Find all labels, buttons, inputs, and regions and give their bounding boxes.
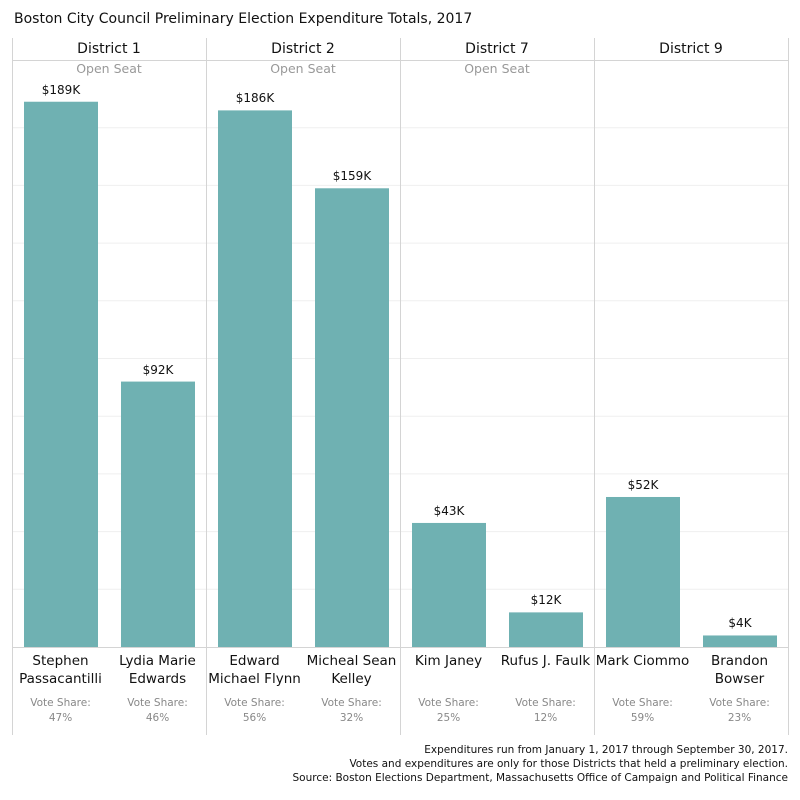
candidate-name: Micheal Sean [306, 653, 397, 669]
vote-share-label: Vote Share: [224, 697, 285, 709]
candidate-name: Kim Janey [414, 653, 483, 669]
district-subtitle: Open Seat [270, 61, 336, 76]
vote-share-label: Vote Share: [612, 697, 673, 709]
footnote-source: Source: Boston Elections Department, Mas… [292, 772, 789, 784]
vote-share-value: 56% [242, 712, 267, 724]
data-label: $4K [728, 616, 752, 631]
district-subtitle: Open Seat [76, 61, 142, 76]
footnote-2: Votes and expenditures are only for thos… [349, 758, 788, 770]
vote-share-value: 23% [727, 712, 752, 724]
vote-share-label: Vote Share: [418, 697, 479, 709]
district-header: District 7 [465, 41, 529, 57]
data-label: $189K [41, 82, 81, 97]
candidate-name: Bowser [714, 671, 765, 687]
candidate-name: Mark Ciommo [595, 653, 690, 669]
bar [315, 188, 389, 647]
vote-share-value: 12% [533, 712, 558, 724]
vote-share-label: Vote Share: [515, 697, 576, 709]
candidate-name: Michael Flynn [208, 671, 301, 687]
bar [121, 381, 195, 647]
candidate-name: Rufus J. Faulk [500, 653, 591, 669]
vote-share-value: 25% [436, 712, 461, 724]
district-header: District 1 [77, 41, 141, 57]
vote-share-value: 59% [630, 712, 655, 724]
candidate-name: Stephen [32, 653, 89, 669]
data-label: $12K [530, 593, 562, 608]
candidate-name: Passacantilli [19, 671, 102, 687]
bar [606, 496, 680, 647]
data-label: $159K [332, 169, 372, 184]
vote-share-value: 32% [339, 712, 364, 724]
data-label: $92K [142, 362, 174, 377]
vote-share-label: Vote Share: [127, 697, 188, 709]
vote-share-label: Vote Share: [30, 697, 91, 709]
candidate-name: Lydia Marie [119, 653, 196, 669]
candidate-name: Kelley [331, 671, 372, 687]
candidate-name: Brandon [710, 653, 769, 669]
vote-share-value: 47% [48, 712, 73, 724]
vote-share-label: Vote Share: [321, 697, 382, 709]
bar [24, 101, 98, 648]
data-label: $43K [433, 503, 465, 518]
candidate-name: Edwards [128, 671, 187, 687]
data-label: $186K [235, 91, 275, 106]
vote-share-label: Vote Share: [709, 697, 770, 709]
bar [703, 635, 777, 647]
district-header: District 9 [659, 41, 723, 57]
chart-title: Boston City Council Preliminary Election… [14, 11, 473, 27]
vote-share-value: 46% [145, 712, 170, 724]
data-label: $52K [627, 477, 659, 492]
candidate-name: Edward [229, 653, 280, 669]
bar [509, 612, 583, 647]
district-subtitle: Open Seat [464, 61, 530, 76]
bar [412, 522, 486, 647]
district-header: District 2 [271, 41, 335, 57]
footnote-1: Expenditures run from January 1, 2017 th… [424, 744, 788, 756]
bar [218, 110, 292, 647]
